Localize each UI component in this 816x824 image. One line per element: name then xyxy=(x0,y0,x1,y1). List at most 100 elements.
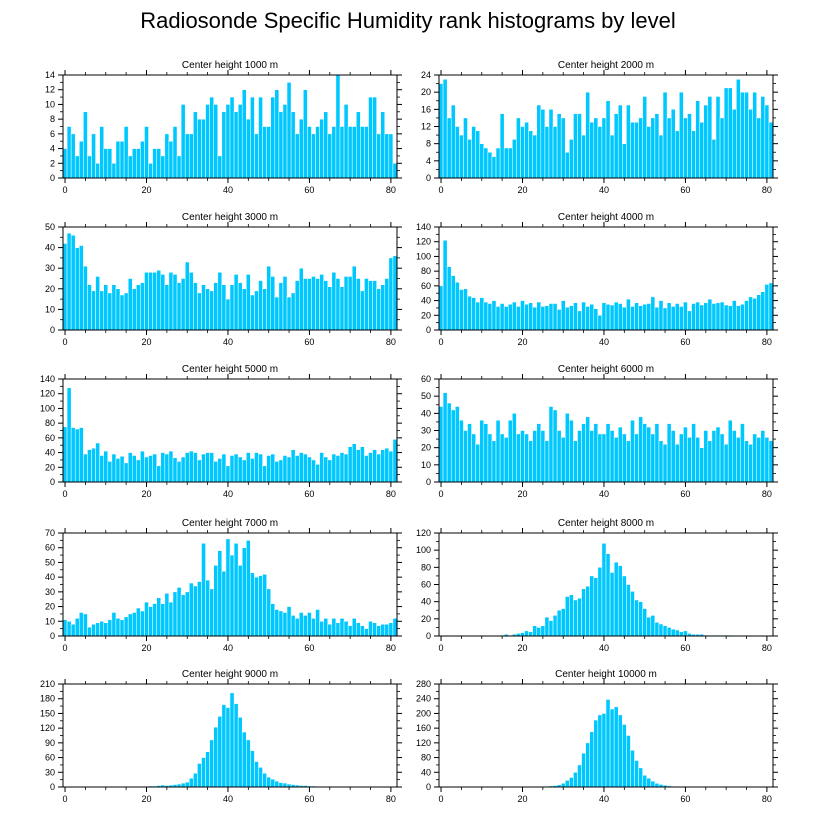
histogram-bar xyxy=(368,96,373,179)
histogram-bar xyxy=(79,612,84,637)
histogram-bar xyxy=(246,739,251,788)
chart-panel-7: Center height 7000 m 0 20 40 60 80 0 10 20 30 40 50… xyxy=(45,518,402,653)
x-tick-label: 40 xyxy=(223,643,233,653)
y-tick-label: 20 xyxy=(45,462,55,472)
histogram-bar xyxy=(487,152,493,179)
y-tick-label: 0 xyxy=(50,173,55,183)
histogram-bar xyxy=(516,433,521,483)
y-tick-label: 0 xyxy=(426,173,431,183)
x-tick-label: 20 xyxy=(517,489,527,499)
histogram-bar xyxy=(290,449,296,483)
histogram-bar xyxy=(168,272,174,331)
x-tick-label: 80 xyxy=(762,489,772,499)
histogram-bar xyxy=(201,118,206,179)
histogram-bar xyxy=(307,278,312,331)
histogram-bar xyxy=(642,304,647,331)
panel-title: Center height 7000 m xyxy=(182,518,278,529)
y-tick-label: 40 xyxy=(45,243,55,253)
histogram-bar xyxy=(528,302,533,331)
histogram-bar xyxy=(658,300,664,331)
histogram-bar xyxy=(233,274,239,331)
y-tick-label: 10 xyxy=(45,99,55,109)
histogram-bar xyxy=(323,111,328,179)
histogram-bar xyxy=(479,143,485,179)
histogram-bar xyxy=(140,610,145,637)
histogram-bar xyxy=(237,282,243,331)
histogram-bar xyxy=(442,239,448,331)
histogram-bar xyxy=(638,601,643,637)
histogram-bar xyxy=(634,760,639,788)
histogram-bar xyxy=(201,453,206,483)
histogram-bar xyxy=(707,440,713,483)
histogram-bar xyxy=(241,288,247,331)
y-tick-label: 120 xyxy=(416,528,431,538)
x-tick-label: 0 xyxy=(439,643,444,653)
histogram-bar xyxy=(254,290,259,331)
histogram-bar xyxy=(577,764,582,788)
histogram-bar xyxy=(736,79,741,179)
histogram-bar xyxy=(654,306,660,331)
histogram-bar xyxy=(438,285,444,331)
histogram-bar xyxy=(646,616,652,637)
histogram-bar xyxy=(760,291,766,331)
histogram-bar xyxy=(152,453,157,483)
histogram-bar xyxy=(450,104,456,179)
histogram-bar xyxy=(115,618,121,637)
histogram-bar xyxy=(601,713,607,788)
histogram-bar xyxy=(569,419,574,483)
histogram-bar xyxy=(674,443,680,483)
histogram-bar xyxy=(79,245,84,331)
histogram-bar xyxy=(613,706,619,788)
histogram-bar xyxy=(548,406,554,483)
histogram-bar xyxy=(744,300,749,331)
y-tick-label: 6 xyxy=(50,129,55,139)
histogram-bar xyxy=(727,87,733,179)
histogram-bar xyxy=(221,284,227,331)
chart-panel-6: Center height 6000 m 0 20 40 60 80 0 10 20 30 40 50… xyxy=(421,364,778,499)
histogram-bar xyxy=(654,113,660,179)
histogram-bar xyxy=(388,257,394,331)
histogram-bar xyxy=(593,117,599,179)
histogram-bar xyxy=(650,117,656,179)
histogram-bar xyxy=(180,104,186,179)
histogram-bar xyxy=(744,91,749,179)
histogram-bar xyxy=(388,450,394,483)
histogram-bar xyxy=(622,575,627,637)
histogram-bar xyxy=(679,433,684,483)
histogram-bar xyxy=(764,437,770,483)
x-tick-label: 0 xyxy=(63,337,68,347)
histogram-bar xyxy=(556,610,562,637)
histogram-bar xyxy=(491,156,497,179)
histogram-bar xyxy=(254,452,259,483)
histogram-bar xyxy=(499,433,505,483)
histogram-bar xyxy=(123,292,129,331)
y-tick-label: 0 xyxy=(426,782,431,792)
histogram-bar xyxy=(384,447,390,483)
histogram-bar xyxy=(164,284,170,331)
histogram-bar xyxy=(62,243,68,331)
histogram-bar xyxy=(323,280,328,331)
histogram-bar xyxy=(303,89,308,179)
histogram-bar xyxy=(740,91,745,179)
histogram-bar xyxy=(752,298,757,331)
histogram-bar xyxy=(131,148,137,179)
histogram-bar xyxy=(87,284,92,331)
histogram-bar xyxy=(79,427,84,483)
x-tick-label: 0 xyxy=(439,489,444,499)
y-tick-label: 30 xyxy=(45,767,55,777)
histogram-bar xyxy=(495,306,501,331)
histogram-bar xyxy=(127,155,133,179)
histogram-bar xyxy=(719,433,725,483)
histogram-bar xyxy=(241,547,247,637)
histogram-bar xyxy=(123,616,129,637)
histogram-bar xyxy=(662,307,668,331)
histogram-bar xyxy=(213,726,219,788)
histogram-bar xyxy=(99,126,104,179)
histogram-bar xyxy=(392,255,398,331)
histogram-bar xyxy=(744,440,749,483)
histogram-bar xyxy=(229,692,235,788)
histogram-bar xyxy=(699,447,704,483)
y-tick-label: 80 xyxy=(421,562,431,572)
histogram-bar xyxy=(699,121,704,179)
